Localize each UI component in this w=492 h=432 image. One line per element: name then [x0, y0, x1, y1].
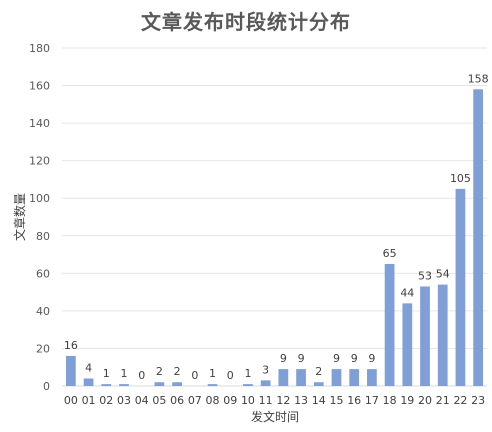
x-axis-ticks: 00 01 02 03 04 05 06 07 08 09 10 11 12 13 14 15 16 17 18 19…: [64, 394, 485, 407]
bar-22: [455, 188, 466, 386]
x-tick-label-09: 09: [223, 394, 237, 407]
x-tick-label-06: 06: [170, 394, 184, 407]
data-label-21: 54: [436, 268, 450, 281]
data-label-22: 105: [450, 172, 471, 185]
x-tick-label-15: 15: [329, 394, 343, 407]
bar-08: [207, 384, 218, 386]
x-tick-label-20: 20: [418, 394, 432, 407]
x-tick-label-11: 11: [259, 394, 273, 407]
bar-06: [172, 382, 182, 386]
data-label-01: 4: [85, 361, 92, 374]
data-label-03: 1: [120, 367, 127, 380]
x-tick-label-22: 22: [453, 394, 467, 407]
x-tick-label-03: 03: [117, 394, 131, 407]
x-tick-label-04: 04: [135, 394, 149, 407]
data-label-02: 1: [103, 367, 110, 380]
x-tick-label-23: 23: [471, 394, 485, 407]
bar-10: [243, 384, 253, 386]
y-tick-label: 180: [29, 42, 50, 55]
y-tick-label: 40: [36, 305, 50, 318]
bar-20: [420, 286, 430, 386]
x-tick-label-02: 02: [99, 394, 113, 407]
y-tick-label: 60: [36, 267, 50, 280]
y-axis-ticks: 0 20 40 60 80 100 120 140 160 180: [29, 42, 50, 393]
bar-11: [260, 380, 271, 386]
data-label-12: 9: [280, 352, 287, 365]
bar-16: [349, 369, 360, 386]
x-tick-label-19: 19: [400, 394, 414, 407]
chart-title: 文章发布时段统计分布: [141, 10, 351, 34]
data-label-14: 2: [315, 365, 322, 378]
y-tick-label: 20: [36, 342, 50, 355]
y-tick-label: 100: [29, 192, 50, 205]
data-label-06: 2: [174, 365, 181, 378]
y-tick-label: 80: [36, 230, 50, 243]
x-tick-label-14: 14: [312, 394, 326, 407]
x-tick-label-21: 21: [436, 394, 450, 407]
data-label-17: 9: [368, 352, 375, 365]
bar-14: [313, 382, 324, 386]
bar-01: [83, 378, 94, 386]
data-label-10: 1: [244, 367, 251, 380]
bar-23: [473, 89, 484, 387]
data-label-04: 0: [138, 369, 145, 382]
x-tick-label-16: 16: [347, 394, 361, 407]
bar-13: [296, 369, 306, 386]
y-tick-label: 0: [43, 380, 50, 393]
bar-05: [154, 382, 165, 386]
data-label-19: 44: [400, 286, 414, 299]
bar-17: [367, 369, 377, 386]
data-label-13: 9: [298, 352, 305, 365]
x-tick-label-12: 12: [276, 394, 290, 407]
x-tick-label-13: 13: [294, 394, 308, 407]
data-label-08: 1: [209, 367, 216, 380]
data-label-18: 65: [383, 247, 397, 260]
bar-03: [119, 384, 129, 386]
y-axis-label: 文章数量: [12, 193, 27, 241]
data-label-11: 3: [262, 363, 269, 376]
bar-00: [65, 355, 76, 386]
bar-18: [384, 263, 395, 386]
bar-19: [402, 303, 413, 386]
data-label-00: 16: [64, 339, 78, 352]
x-tick-label-05: 05: [152, 394, 166, 407]
data-label-07: 0: [191, 369, 198, 382]
gridlines: [62, 47, 487, 387]
x-tick-label-08: 08: [206, 394, 220, 407]
y-tick-label: 120: [29, 155, 50, 168]
bar-02: [101, 384, 112, 386]
x-tick-label-01: 01: [82, 394, 96, 407]
y-tick-label: 160: [29, 80, 50, 93]
data-label-05: 2: [156, 365, 163, 378]
x-tick-label-00: 00: [64, 394, 78, 407]
data-label-15: 9: [333, 352, 340, 365]
x-tick-label-18: 18: [383, 394, 397, 407]
data-label-20: 53: [418, 269, 432, 282]
bar-21: [437, 284, 448, 386]
x-tick-label-07: 07: [188, 394, 202, 407]
data-label-09: 0: [227, 369, 234, 382]
bars: [65, 89, 484, 387]
bar-12: [278, 369, 289, 386]
data-label-23: 158: [468, 72, 489, 85]
bar-15: [331, 369, 342, 386]
x-axis-label: 发文时间: [251, 409, 299, 424]
x-tick-label-10: 10: [241, 394, 255, 407]
data-label-16: 9: [351, 352, 358, 365]
y-tick-label: 140: [29, 117, 50, 130]
x-tick-label-17: 17: [365, 394, 379, 407]
